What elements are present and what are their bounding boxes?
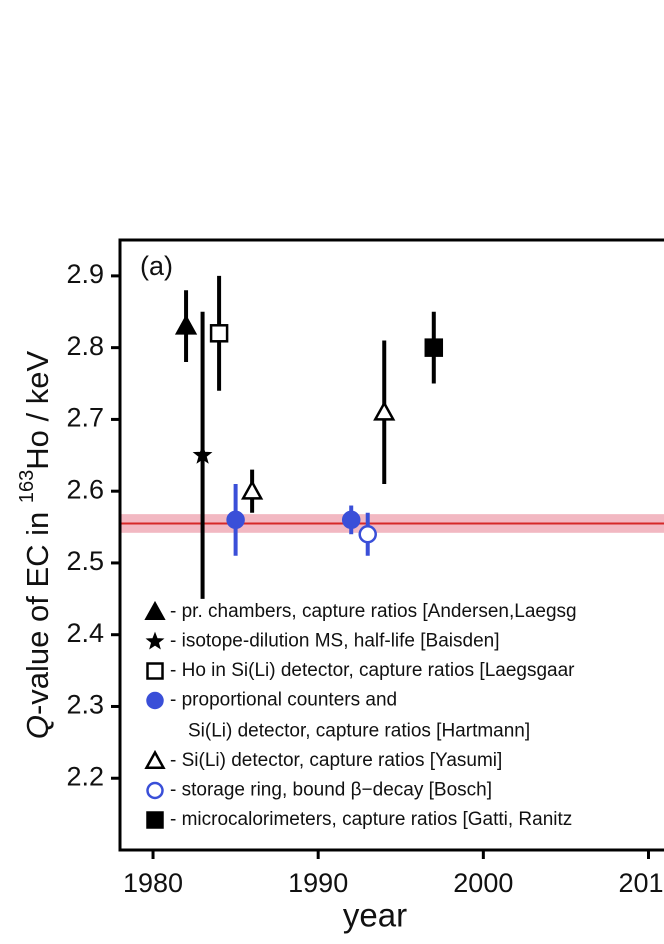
data-point — [373, 400, 396, 421]
y-axis-label-pre: -value of EC in — [20, 503, 55, 715]
y-tick-label: 2.3 — [66, 690, 104, 720]
legend-label: - proportional counters and — [170, 690, 397, 711]
x-tick-label: 2000 — [453, 868, 513, 898]
x-tick-label: 2010 — [618, 868, 664, 898]
legend-marker — [144, 600, 166, 621]
panel-label: (a) — [140, 251, 173, 281]
legend-marker — [144, 749, 166, 770]
legend-label: - isotope-dilution MS, half-life [Baisde… — [170, 631, 500, 652]
x-tick-label: 1980 — [123, 868, 183, 898]
data-point — [226, 510, 245, 530]
legend-label: - Ho in Si(Li) detector, capture ratios … — [170, 660, 575, 681]
y-tick-label: 2.9 — [66, 259, 104, 289]
data-point — [209, 324, 229, 343]
y-tick-label: 2.6 — [66, 474, 104, 504]
y-axis-label-sup: 163 — [16, 470, 38, 503]
x-tick-label: 1990 — [288, 868, 348, 898]
data-point — [358, 524, 377, 544]
legend-label: - pr. chambers, capture ratios [Andersen… — [170, 601, 577, 622]
legend-label: - Si(Li) detector, capture ratios [Yasum… — [170, 750, 502, 771]
y-tick-label: 2.8 — [66, 331, 104, 361]
legend-marker — [146, 811, 164, 829]
data-point — [240, 479, 264, 500]
legend-label: Si(Li) detector, capture ratios [Hartman… — [188, 721, 530, 742]
legend-marker — [146, 691, 164, 710]
data-point — [192, 444, 213, 464]
legend-label: - storage ring, bound β−decay [Bosch] — [170, 780, 492, 801]
y-tick-label: 2.2 — [66, 761, 104, 791]
x-axis-label: year — [343, 897, 407, 934]
y-axis-label: Q-value of EC in 163Ho / keV — [16, 351, 55, 740]
y-tick-label: 2.4 — [66, 618, 104, 648]
legend-marker — [146, 662, 164, 680]
legend-marker — [145, 631, 165, 650]
y-axis-label-post: Ho / keV — [20, 351, 55, 470]
data-point — [341, 510, 361, 530]
data-point — [174, 314, 198, 335]
y-tick-label: 2.5 — [66, 546, 104, 576]
data-point — [424, 338, 444, 357]
y-tick-label: 2.7 — [66, 403, 104, 433]
legend-label: - microcalorimeters, capture ratios [Gat… — [170, 809, 572, 830]
legend-marker — [146, 781, 164, 800]
y-axis-label-italic: Q — [20, 715, 55, 739]
